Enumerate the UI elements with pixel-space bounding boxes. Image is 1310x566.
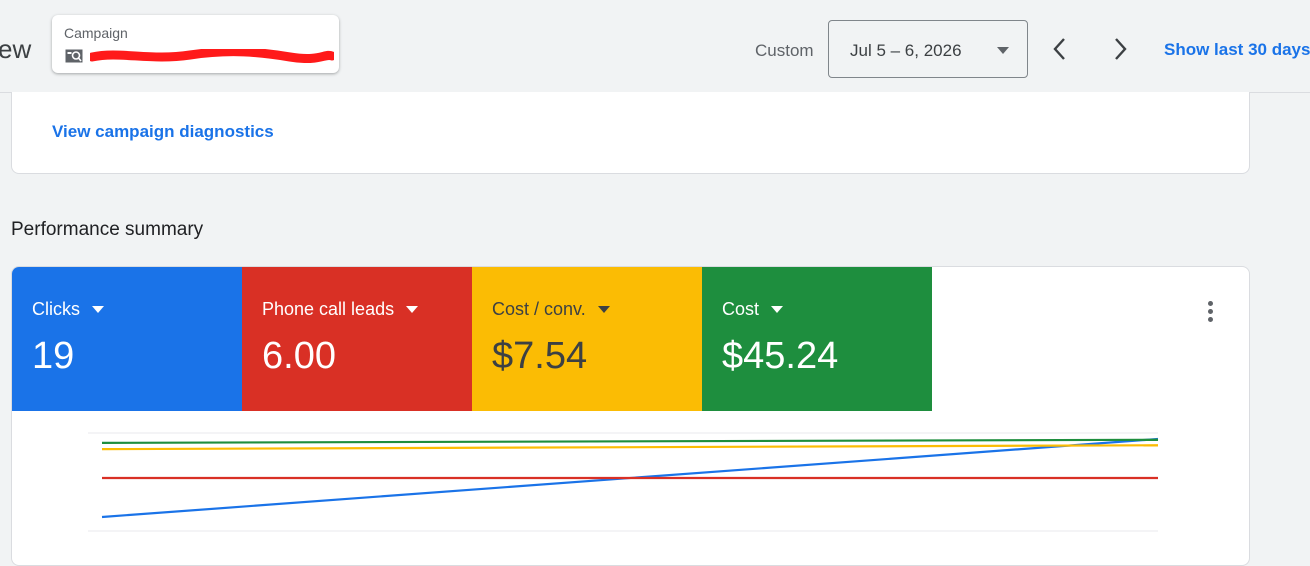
more-options-icon[interactable] bbox=[1202, 301, 1218, 327]
metric-name: Cost bbox=[722, 299, 784, 320]
metric-tile-phone-call-leads[interactable]: Phone call leads 6.00 bbox=[242, 267, 472, 411]
performance-card: Clicks 19 Phone call leads 6.00 Cost / c… bbox=[11, 266, 1250, 566]
dropdown-arrow-icon bbox=[771, 306, 784, 313]
metric-tile-cost-per-conv[interactable]: Cost / conv. $7.54 bbox=[472, 267, 702, 411]
redacted-campaign-name bbox=[90, 49, 334, 63]
dropdown-arrow-icon bbox=[406, 306, 419, 313]
page-title: ew bbox=[0, 34, 32, 64]
campaign-label: Campaign bbox=[64, 25, 128, 41]
date-range-select[interactable]: Jul 5 – 6, 2026 bbox=[828, 20, 1028, 78]
dropdown-arrow-icon bbox=[597, 306, 610, 313]
show-last-30-days-link[interactable]: Show last 30 days bbox=[1164, 40, 1310, 59]
metric-value: $45.24 bbox=[722, 335, 839, 377]
view-campaign-diagnostics-link[interactable]: View campaign diagnostics bbox=[52, 122, 274, 141]
search-campaign-icon bbox=[65, 49, 83, 63]
top-bar: ew Campaign Custom Jul 5 – 6, 2026 Show … bbox=[0, 0, 1310, 93]
campaign-selector[interactable]: Campaign bbox=[52, 15, 339, 73]
chevron-left-icon[interactable] bbox=[1050, 36, 1070, 62]
performance-summary-title: Performance summary bbox=[11, 219, 204, 240]
metric-name: Phone call leads bbox=[262, 299, 419, 320]
date-range-value: Jul 5 – 6, 2026 bbox=[850, 41, 962, 60]
diagnostics-card: View campaign diagnostics bbox=[11, 92, 1250, 174]
date-mode-label: Custom bbox=[755, 41, 814, 60]
metric-value: $7.54 bbox=[492, 335, 588, 377]
metric-name: Clicks bbox=[32, 299, 104, 320]
metric-tile-cost[interactable]: Cost $45.24 bbox=[702, 267, 932, 411]
series-line-cost bbox=[101, 438, 1159, 444]
dropdown-arrow-icon bbox=[997, 47, 1009, 54]
metric-value: 6.00 bbox=[262, 335, 336, 377]
dropdown-arrow-icon bbox=[92, 306, 104, 313]
chevron-right-icon[interactable] bbox=[1110, 36, 1130, 62]
series-line-cost-conv bbox=[101, 444, 1159, 451]
performance-line-chart bbox=[88, 432, 1159, 532]
metric-tile-clicks[interactable]: Clicks 19 bbox=[12, 267, 242, 411]
metric-name: Cost / conv. bbox=[492, 299, 610, 320]
metric-value: 19 bbox=[32, 335, 75, 377]
